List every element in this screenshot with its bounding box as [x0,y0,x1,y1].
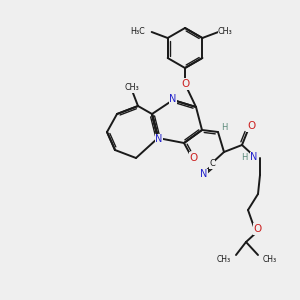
Text: N: N [200,169,208,179]
Text: N: N [250,152,258,162]
Text: H: H [221,124,227,133]
Text: O: O [181,79,189,89]
Text: C: C [209,160,215,169]
Text: H₃C: H₃C [130,26,145,35]
Text: N: N [155,134,163,144]
Text: H: H [241,152,247,161]
Text: O: O [190,153,198,163]
Text: N: N [169,94,177,104]
Text: CH₃: CH₃ [217,256,231,265]
Text: CH₃: CH₃ [124,83,140,92]
Text: CH₃: CH₃ [218,26,233,35]
Text: O: O [247,121,255,131]
Text: O: O [254,224,262,234]
Text: CH₃: CH₃ [263,256,277,265]
